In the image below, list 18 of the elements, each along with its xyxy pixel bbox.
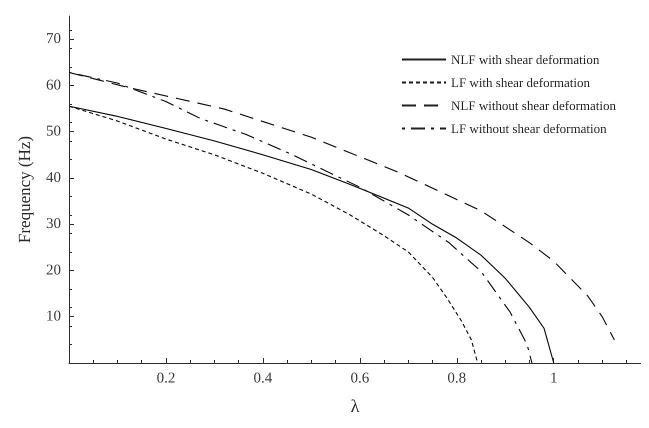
x-axis-title: λ	[350, 396, 360, 416]
x-tick-label: 0.6	[350, 370, 370, 386]
y-tick-label: 20	[46, 262, 61, 278]
legend-label: NLF without shear deformation	[451, 98, 616, 113]
legend-label: LF without shear deformation	[451, 121, 608, 136]
y-tick-label: 30	[46, 216, 61, 232]
y-tick-label: 70	[46, 31, 61, 48]
legend-label: LF with shear deformation	[451, 75, 590, 90]
y-tick-label: 50	[46, 124, 61, 140]
x-tick-label: 0.2	[156, 370, 176, 386]
y-tick-label: 10	[46, 308, 61, 325]
y-tick-label: 60	[46, 77, 61, 94]
x-tick-label: 0.8	[447, 370, 466, 386]
y-axis-title: Frequency (Hz)	[15, 136, 34, 244]
y-tick-label: 40	[46, 170, 61, 186]
legend-label: NLF with shear deformation	[451, 52, 600, 67]
x-tick-label: 0.4	[254, 370, 273, 386]
x-tick-label: 1	[550, 370, 558, 386]
